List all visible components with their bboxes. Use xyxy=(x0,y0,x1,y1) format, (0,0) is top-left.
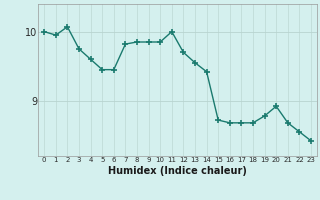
X-axis label: Humidex (Indice chaleur): Humidex (Indice chaleur) xyxy=(108,166,247,176)
